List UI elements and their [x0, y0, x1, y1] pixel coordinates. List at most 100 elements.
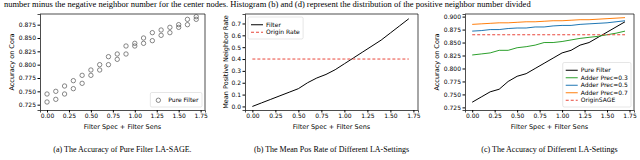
tick-label: 0.50: [292, 112, 306, 119]
tick-label: 0.1: [231, 91, 241, 98]
tick: 0.4: [231, 55, 245, 62]
tick: 0.5: [231, 44, 245, 51]
tick: 0.50: [292, 110, 306, 119]
frame: [40, 14, 205, 15]
frame: [245, 14, 418, 15]
legend-symbol: [156, 98, 160, 102]
point: [141, 41, 145, 45]
point: [97, 62, 101, 66]
tick-label: 1.25: [151, 112, 165, 119]
tick: 0.875: [19, 21, 40, 28]
point: [185, 17, 189, 21]
point: [45, 100, 49, 104]
tick-mark: [38, 91, 41, 92]
tick: 0.25: [63, 110, 77, 119]
legend-symbol: [566, 77, 578, 78]
line: [472, 34, 625, 35]
tick: 0.50: [511, 110, 525, 119]
tick-mark: [463, 94, 466, 95]
tick: 1.25: [361, 110, 375, 119]
tick-label: 0.875: [444, 26, 461, 33]
tick-label: 1.75: [623, 112, 637, 119]
tick-label: 1.00: [129, 112, 143, 119]
tick-label: 0.50: [511, 112, 525, 119]
tick: 0.00: [246, 110, 260, 119]
tick-label: 1.75: [407, 112, 421, 119]
tick: 0.900: [444, 13, 465, 20]
y-axis: 0.00.10.20.30.40.50.60.7: [231, 15, 245, 111]
tick-label: 0.800: [444, 65, 461, 72]
tick-mark: [38, 51, 41, 52]
legend: Pure Filter: [150, 93, 202, 108]
tick: 1.75: [407, 110, 421, 119]
point: [141, 36, 145, 40]
tick-label: 1.50: [601, 112, 615, 119]
tick-label: 0.875: [19, 21, 36, 28]
tick-mark: [463, 17, 466, 18]
figure: number minus the negative neighbor numbe…: [0, 0, 640, 160]
y-axis-title: Accuracy on Cora: [433, 33, 441, 90]
legend-symbol: [566, 100, 578, 101]
y-axis-line: [243, 15, 246, 111]
panel: 0.000.250.500.751.001.251.501.750.00.10.…: [222, 14, 421, 154]
tick: 0.775: [444, 78, 465, 85]
tick-mark: [243, 106, 246, 107]
legend-symbol: [251, 32, 263, 33]
tick-label: 0.750: [19, 88, 36, 95]
tick-label: 0.3: [231, 67, 241, 74]
y-axis: 0.7250.7500.7750.8000.8250.8500.875: [19, 15, 41, 111]
frame: [418, 14, 419, 110]
tick-label: 0.725: [19, 101, 36, 108]
tick-label: 0.00: [246, 112, 260, 119]
tick-mark: [463, 56, 466, 57]
tick: 0.850: [19, 34, 40, 41]
line: [472, 31, 625, 55]
plot-area: [45, 14, 199, 104]
point: [124, 52, 128, 56]
x-axis: 0.000.250.500.751.001.251.501.75: [41, 110, 208, 119]
tick-label: 0.850: [444, 39, 461, 46]
legend-label: Filter: [266, 21, 281, 28]
tick: 0.850: [444, 39, 465, 46]
tick-label: 0.75: [533, 112, 547, 119]
tick-mark: [38, 38, 41, 39]
tick-label: 0.825: [19, 48, 36, 55]
figure-caption: number minus the negative neighbor numbe…: [4, 0, 531, 9]
legend-label: Pure Filter: [168, 96, 199, 103]
tick: 0.75: [315, 110, 329, 119]
point: [45, 92, 49, 96]
legend-label: Adder Prec=0.5: [581, 81, 628, 88]
tick-mark: [463, 107, 466, 108]
tick-mark: [243, 47, 246, 48]
legend-symbol: [566, 70, 578, 71]
legend-label: Pure Filter: [581, 66, 612, 73]
y-axis-line: [463, 15, 466, 111]
tick-mark: [243, 35, 246, 36]
tick-label: 0.6: [231, 32, 241, 39]
tick: 1.75: [194, 110, 208, 119]
tick-label: 0.25: [269, 112, 283, 119]
point: [133, 41, 137, 45]
x-axis-title: Filter Spec + Filter Sens: [84, 123, 162, 131]
legend: Pure FilterAdder Prec=0.3Adder Prec=0.5A…: [563, 63, 631, 108]
tick-mark: [38, 65, 41, 66]
panel-caption: (a) The Accuracy of Pure Filter LA-SAGE.: [53, 145, 191, 154]
tick-label: 0.75: [315, 112, 329, 119]
frame: [205, 14, 206, 110]
tick: 1.50: [601, 110, 615, 119]
line: [472, 18, 625, 25]
tick: 0.6: [231, 32, 245, 39]
tick: 0.00: [466, 110, 480, 119]
line: [252, 19, 408, 107]
tick-label: 1.25: [578, 112, 592, 119]
tick: 0.00: [41, 110, 55, 119]
tick-mark: [38, 25, 41, 26]
tick-mark: [243, 83, 246, 84]
point: [89, 68, 93, 72]
tick: 1.25: [151, 110, 165, 119]
point: [194, 14, 198, 18]
legend-symbol: [251, 24, 263, 25]
tick-label: 1.75: [194, 112, 208, 119]
tick-label: 0.775: [444, 78, 461, 85]
legend-box: [563, 63, 631, 108]
